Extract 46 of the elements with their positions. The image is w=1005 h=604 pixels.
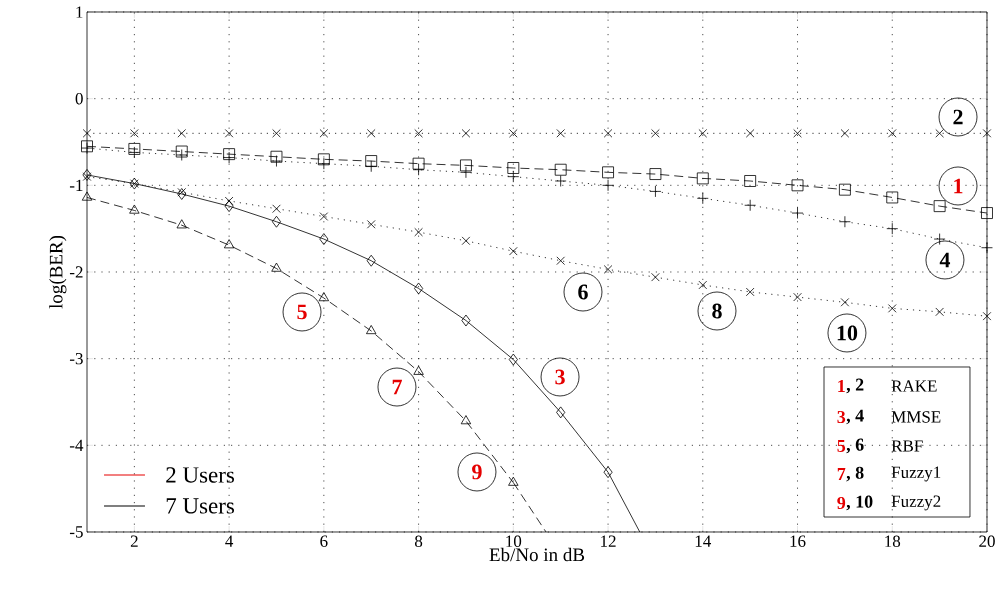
y-tick-label: -3	[69, 352, 83, 365]
annotation: MMSE	[891, 411, 941, 423]
annotation: 9	[472, 464, 482, 480]
x-tick-label: 8	[414, 535, 423, 547]
annotation: 5	[837, 439, 846, 452]
annotation: Fuzzy1	[891, 466, 941, 482]
annotation: RBF	[891, 440, 923, 452]
x-tick-label: 4	[225, 535, 234, 547]
annotation: 5	[297, 304, 307, 320]
annotation: 7	[392, 379, 402, 395]
annotation: 4	[939, 252, 951, 268]
annotation: , 8	[846, 466, 864, 482]
x-tick-label: 2	[130, 535, 138, 547]
annotation: , 4	[846, 409, 864, 425]
x-axis-title: Eb/No in dB	[489, 547, 585, 562]
y-tick-label: 0	[75, 92, 83, 105]
x-tick-label: 14	[695, 535, 712, 547]
x-tick-label: 10	[506, 535, 522, 547]
annotation: , 10	[846, 495, 873, 511]
annotation: 8	[712, 303, 722, 319]
annotation: 6	[578, 284, 588, 300]
annotation: 1	[954, 178, 963, 194]
annotation: 2	[953, 109, 963, 125]
annotation: 3	[837, 410, 846, 423]
annotation: , 6	[846, 438, 864, 454]
annotation: RAKE	[891, 380, 937, 392]
y-tick-label: 1	[76, 6, 83, 18]
y-axis-title: log(BER)	[49, 235, 67, 309]
y-tick-label: -1	[69, 179, 83, 191]
x-tick-label: 12	[601, 535, 616, 547]
annotation: 10	[837, 325, 858, 341]
annotation: 2 Users	[166, 467, 235, 483]
annotation: 1	[838, 380, 845, 392]
annotation: 7 Users	[166, 498, 235, 514]
x-tick-label: 20	[979, 535, 995, 547]
annotation: Fuzzy2	[891, 495, 941, 511]
x-tick-label: 18	[885, 535, 901, 547]
annotation: 9	[837, 496, 846, 510]
annotation: 7	[837, 468, 846, 480]
x-tick-label: 16	[790, 535, 806, 547]
y-tick-label: -2	[69, 266, 83, 278]
annotation: 3	[555, 369, 565, 385]
y-tick-label: -5	[69, 526, 83, 538]
y-tick-label: -4	[69, 439, 84, 451]
x-tick-label: 6	[320, 535, 328, 547]
annotation: , 2	[846, 378, 864, 394]
